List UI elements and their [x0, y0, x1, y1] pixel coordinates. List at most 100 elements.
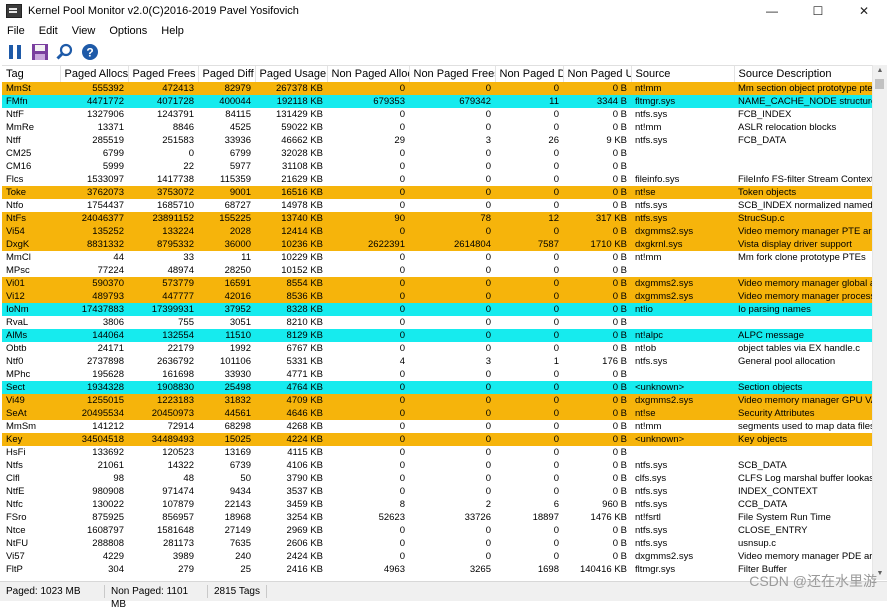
table-row[interactable]: FMfn 4471772 4071728 400044 192118 KB 679353 6…	[2, 95, 873, 108]
table-row[interactable]: RvaL 3806 755 3051 8210 KB 0 0 0 0 B	[2, 316, 873, 329]
table-cell: ntfs.sys	[635, 135, 668, 146]
table-cell: 98	[113, 473, 124, 484]
table-row[interactable]: Ntce 1608797 1581648 27149 2969 KB 0 0 0 0 B ntfs…	[2, 524, 873, 537]
table-cell: 555392	[60, 82, 128, 95]
table-row[interactable]: MmSm 141212 72914 68298 4268 KB 0 0 0 0 B nt!mm se…	[2, 420, 873, 433]
table-row[interactable]: Ntf0 2737898 2636792 101106 5331 KB 4 3 1 176 B n…	[2, 355, 873, 368]
table-cell: fltmgr.sys	[635, 564, 676, 575]
menu-help[interactable]: Help	[161, 24, 184, 37]
menu-file[interactable]: File	[7, 24, 25, 37]
table-cell: 6	[553, 499, 559, 510]
table-row[interactable]: Ntfo 1754437 1685710 68727 14978 KB 0 0 0 0 B ntf…	[2, 199, 873, 212]
table-row[interactable]: Sect 1934328 1908830 25498 4764 KB 0 0 0 0 B <unk…	[2, 381, 873, 394]
pool-table[interactable]: Tag Paged Allocs Paged Frees Paged Diff …	[2, 65, 873, 581]
table-cell: 0	[553, 525, 559, 536]
table-row[interactable]: Ntfc 130022 107879 22143 3459 KB 8 2 6 960 B ntfs…	[2, 498, 873, 511]
table-cell: IoNm	[2, 303, 60, 316]
table-row[interactable]: Key 34504518 34489493 15025 4224 KB 0 0 0 0 B <un…	[2, 433, 873, 446]
col-paged-allocs[interactable]: Paged Allocs	[60, 66, 129, 82]
table-cell: 33726	[464, 512, 491, 523]
vertical-scrollbar[interactable]: ▲ ▼	[872, 65, 887, 580]
close-icon[interactable]: ✕	[858, 4, 870, 18]
table-row[interactable]: FSro 875925 856957 18968 3254 KB 52623 33726 18…	[2, 511, 873, 524]
table-cell: ntfs.sys	[635, 109, 668, 120]
table-row[interactable]: CM16 5999 22 5977 31108 KB 0 0 0 0 B	[2, 160, 873, 173]
table-row[interactable]: Vi57 4229 3989 240 2424 KB 0 0 0 0 B dxgmms2.sys V…	[2, 550, 873, 563]
table-cell: 90	[327, 212, 409, 225]
menu-edit[interactable]: Edit	[38, 24, 58, 37]
table-cell: 0 B	[612, 122, 627, 133]
table-row[interactable]: Ntff 285519 251583 33936 46662 KB 29 3 26 9 KB nt…	[2, 134, 873, 147]
maximize-icon[interactable]: ☐	[812, 4, 824, 18]
help-icon[interactable]: ?	[79, 41, 101, 63]
window-title: Kernel Pool Monitor v2.0(C)2016-2019 Pav…	[28, 5, 299, 17]
scroll-down-icon[interactable]: ▼	[876, 570, 884, 577]
table-cell: 875925	[92, 512, 124, 523]
col-nonpaged-allocs[interactable]: Non Paged Allocs	[327, 66, 410, 82]
table-cell: 0	[553, 369, 559, 380]
table-row[interactable]: NtFU 288808 281173 7635 2606 KB 0 0 0 0 B ntfs.sy…	[2, 537, 873, 550]
table-row[interactable]: NtfF 1327906 1243791 84115 131429 KB 0 0 0 0 B nt…	[2, 108, 873, 121]
col-tag[interactable]: Tag	[2, 66, 61, 82]
table-cell: 33930	[224, 369, 251, 380]
table-cell: 3051	[229, 317, 251, 328]
col-nonpaged-frees[interactable]: Non Paged Frees	[409, 66, 496, 82]
minimize-icon[interactable]: —	[766, 4, 778, 18]
table-cell	[734, 316, 873, 329]
table-cell: Vi01	[2, 277, 60, 290]
table-cell: 11	[495, 95, 563, 108]
search-icon[interactable]	[54, 41, 76, 63]
table-cell: 0	[409, 381, 495, 394]
table-row[interactable]: Flcs 1533097 1417738 115359 21629 KB 0 0 0 0 B fi…	[2, 173, 873, 186]
table-row[interactable]: MmRe 13371 8846 4525 59022 KB 0 0 0 0 B nt!mm ASLR…	[2, 121, 873, 134]
save-icon[interactable]	[29, 41, 51, 63]
col-nonpaged-diff[interactable]: Non Paged Diff	[495, 66, 564, 82]
scroll-thumb[interactable]	[875, 79, 884, 89]
table-cell: 0	[553, 174, 559, 185]
menu-options[interactable]: Options	[109, 24, 148, 37]
table-cell: 0 B	[563, 407, 631, 420]
col-paged-diff[interactable]: Paged Diff	[198, 66, 256, 82]
table-row[interactable]: FltP 304 279 25 2416 KB 4963 3265 1698 140416 KB…	[2, 563, 873, 576]
table-cell: 0	[409, 329, 495, 342]
table-cell: <unknown>	[631, 381, 734, 394]
table-row[interactable]: Ntfs 21061 14322 6739 4106 KB 0 0 0 0 B ntfs.sys S…	[2, 459, 873, 472]
table-row[interactable]: DxgK 8831332 8795332 36000 10236 KB 2622391 26…	[2, 238, 873, 251]
table-cell: 0	[409, 277, 495, 290]
table-row[interactable]: Clfl 98 48 50 3790 KB 0 0 0 0 B clfs.sys CLFS Log …	[2, 472, 873, 485]
table-cell: 192118 KB	[255, 95, 327, 108]
table-cell: ntfs.sys	[631, 212, 734, 225]
col-source-description[interactable]: Source Description	[734, 66, 873, 82]
col-paged-usage[interactable]: Paged Usage	[255, 66, 328, 82]
table-cell: nt!mm	[635, 252, 662, 263]
table-row[interactable]: HsFi 133692 120523 13169 4115 KB 0 0 0 0 B	[2, 446, 873, 459]
scroll-up-icon[interactable]: ▲	[876, 67, 884, 74]
table-row[interactable]: NtfE 980908 971474 9434 3537 KB 0 0 0 0 B ntfs.sy…	[2, 485, 873, 498]
pause-icon[interactable]	[4, 41, 26, 63]
table-cell: 0	[409, 394, 495, 407]
table-cell: 3753072	[128, 186, 198, 199]
table-cell: 13740 KB	[255, 212, 327, 225]
table-row[interactable]: MPhc 195628 161698 33930 4771 KB 0 0 0 0 B	[2, 368, 873, 381]
table-row[interactable]: CM25 6799 0 6799 32028 KB 0 0 0 0 B	[2, 147, 873, 160]
table-cell: 0	[495, 290, 563, 303]
col-nonpaged-usage[interactable]: Non Paged Us...	[563, 66, 632, 82]
table-cell: SCB_INDEX normalized named buffer	[738, 200, 873, 211]
col-paged-frees[interactable]: Paged Frees	[128, 66, 199, 82]
table-row[interactable]: MPsc 77224 48974 28250 10152 KB 0 0 0 0 B	[2, 264, 873, 277]
col-source[interactable]: Source	[631, 66, 735, 82]
table-cell: Io parsing names	[734, 303, 873, 316]
menu-view[interactable]: View	[71, 24, 96, 37]
table-row[interactable]: MmCl 44 33 11 10229 KB 0 0 0 0 B nt!mm Mm fork clo…	[2, 251, 873, 264]
table-row[interactable]: Obtb 24171 22179 1992 6767 KB 0 0 0 0 B nt!ob obje…	[2, 342, 873, 355]
table-row[interactable]: NtFs 24046377 23891152 155225 13740 KB 90 78 12…	[2, 212, 873, 225]
